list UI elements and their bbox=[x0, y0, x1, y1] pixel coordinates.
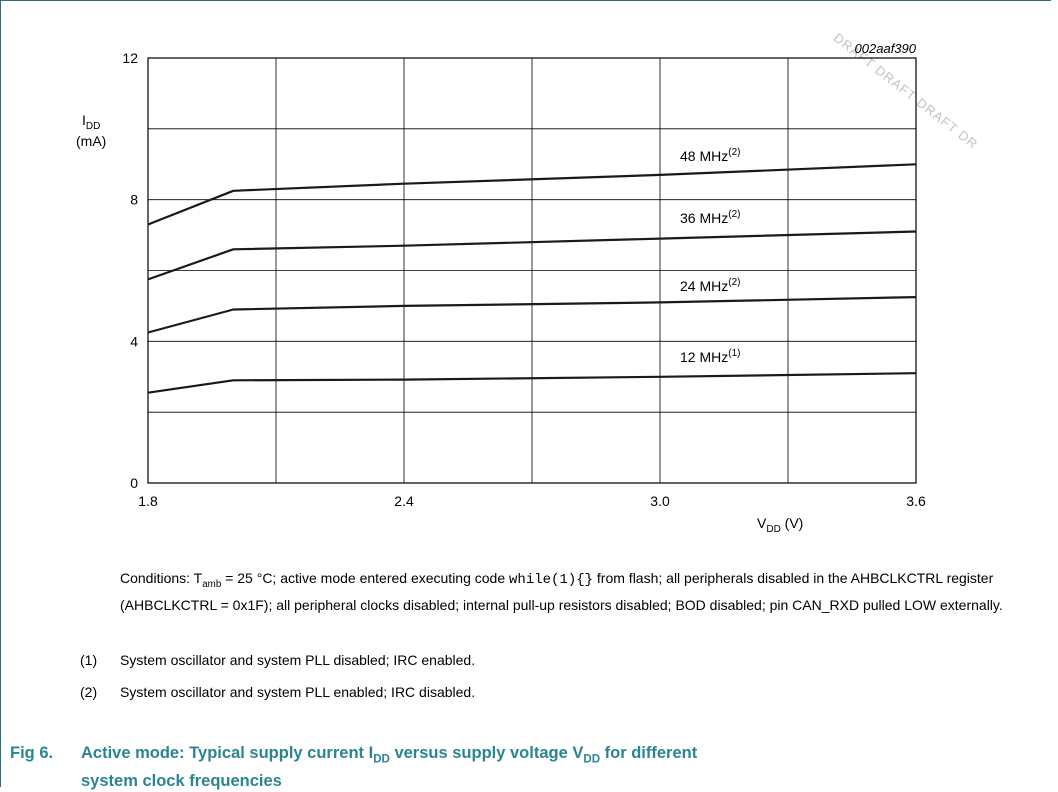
y-tick-label: 4 bbox=[130, 333, 138, 349]
note-1: (1) System oscillator and system PLL disa… bbox=[80, 652, 476, 668]
series-label: 12 MHz(1) bbox=[680, 348, 740, 365]
series-line-24-mhz bbox=[147, 296, 917, 334]
y-axis-label: IDD bbox=[82, 112, 100, 132]
conditions-text: Conditions: Tamb = 25 °C; active mode en… bbox=[120, 570, 1003, 613]
y-tick-label: 12 bbox=[122, 50, 138, 66]
series-label: 48 MHz(2) bbox=[680, 147, 740, 164]
code-snippet: while(1){} bbox=[509, 572, 594, 588]
series-label: 36 MHz(2) bbox=[680, 209, 740, 226]
plot-area bbox=[147, 57, 917, 484]
x-axis-label: VDD (V) bbox=[757, 515, 803, 535]
x-tick-label: 1.8 bbox=[138, 493, 158, 509]
figure-id: 002aaf390 bbox=[855, 41, 917, 56]
y-tick-label: 8 bbox=[130, 192, 138, 208]
chart: 0 4 8 12 1.8 2.4 3.0 3.6 002aaf390 IDD(mA) VDD (V)… bbox=[76, 41, 926, 535]
y-tick-label: 0 bbox=[130, 475, 138, 491]
series-line-36-mhz bbox=[147, 230, 917, 281]
note-2: (2) System oscillator and system PLL enab… bbox=[80, 684, 476, 700]
y-axis-unit: (mA) bbox=[76, 133, 106, 149]
figure-caption: Fig 6. Active mode: Typical supply curren… bbox=[10, 744, 698, 791]
series-label: 24 MHz(2) bbox=[680, 277, 740, 294]
x-tick-label: 3.6 bbox=[906, 493, 926, 509]
x-tick-label: 2.4 bbox=[394, 493, 414, 509]
x-tick-label: 3.0 bbox=[650, 493, 670, 509]
series-line-48-mhz bbox=[147, 163, 917, 226]
series-line-12-mhz bbox=[147, 372, 917, 394]
